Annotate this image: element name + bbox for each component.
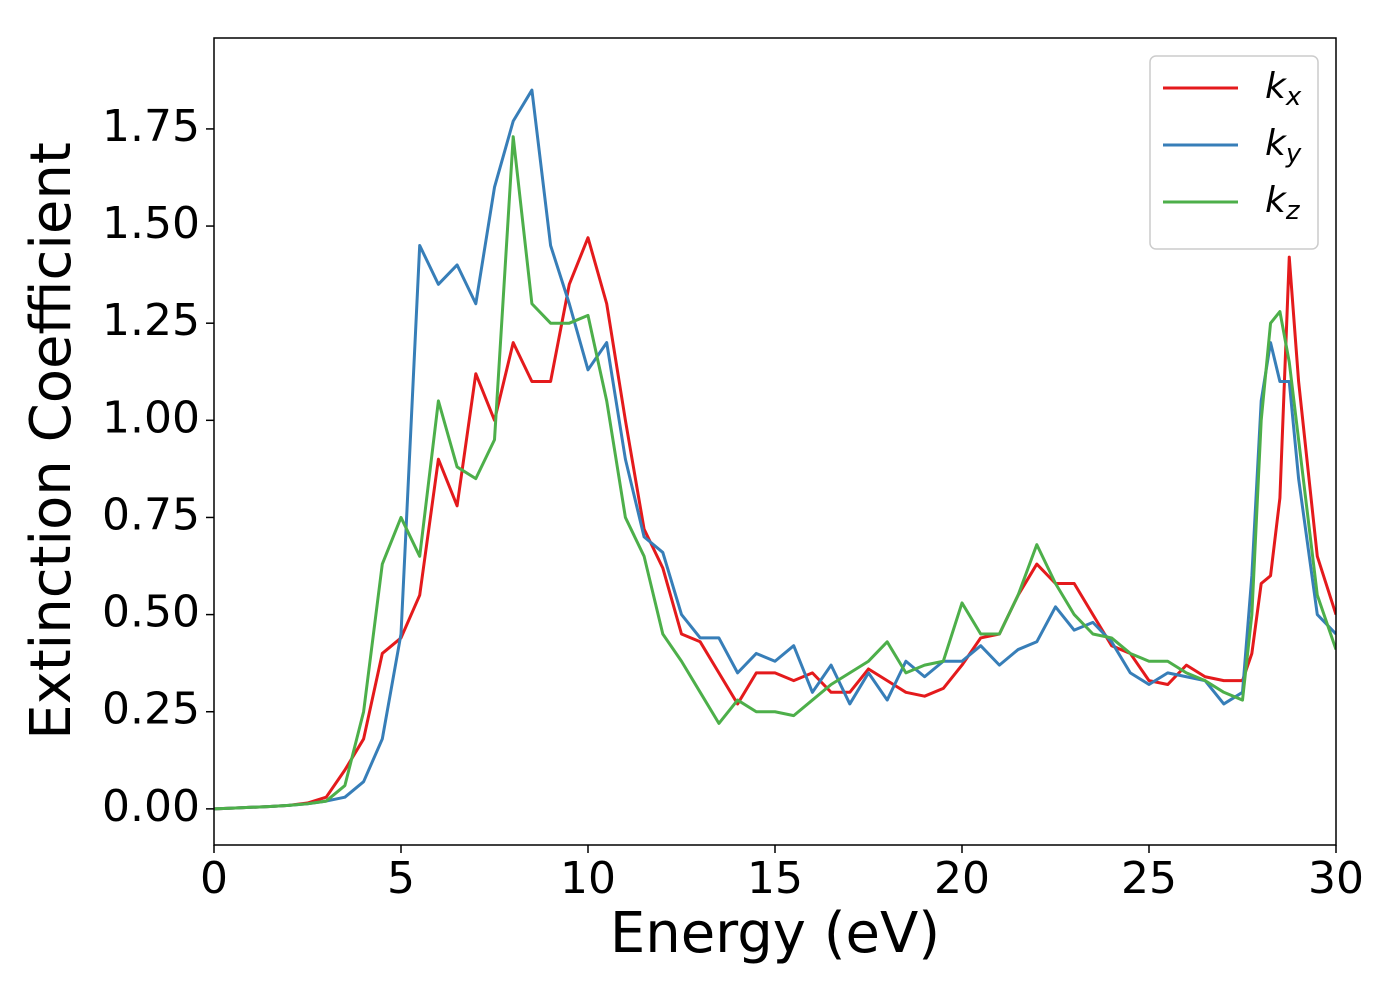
legend-label: ky	[1265, 123, 1302, 169]
y-tick-label: 0.50	[102, 587, 200, 638]
x-tick-label: 20	[934, 853, 990, 904]
y-tick-label: 1.75	[102, 101, 200, 152]
plot-frame	[213, 37, 1337, 846]
y-tick-label: 1.25	[102, 295, 200, 346]
series-line	[214, 236, 1336, 811]
series-line	[214, 88, 1336, 811]
x-tick-label: 10	[560, 853, 616, 904]
legend-label: kz	[1265, 180, 1301, 226]
y-axis-title: Extinction Coefficient	[19, 142, 84, 740]
x-axis-title: Energy (eV)	[610, 901, 940, 966]
x-tick-label: 5	[387, 853, 415, 904]
y-tick-label: 0.25	[102, 684, 200, 735]
y-tick-label: 0.00	[102, 781, 200, 832]
x-tick-label: 15	[747, 853, 803, 904]
x-tick-label: 0	[200, 853, 228, 904]
series-line	[214, 135, 1336, 811]
x-tick-label: 30	[1308, 853, 1364, 904]
y-tick-label: 1.50	[102, 198, 200, 249]
x-tick-label: 25	[1121, 853, 1177, 904]
legend-label: kx	[1265, 66, 1302, 112]
y-tick-label: 1.00	[102, 392, 200, 443]
y-tick-label: 0.75	[102, 489, 200, 540]
